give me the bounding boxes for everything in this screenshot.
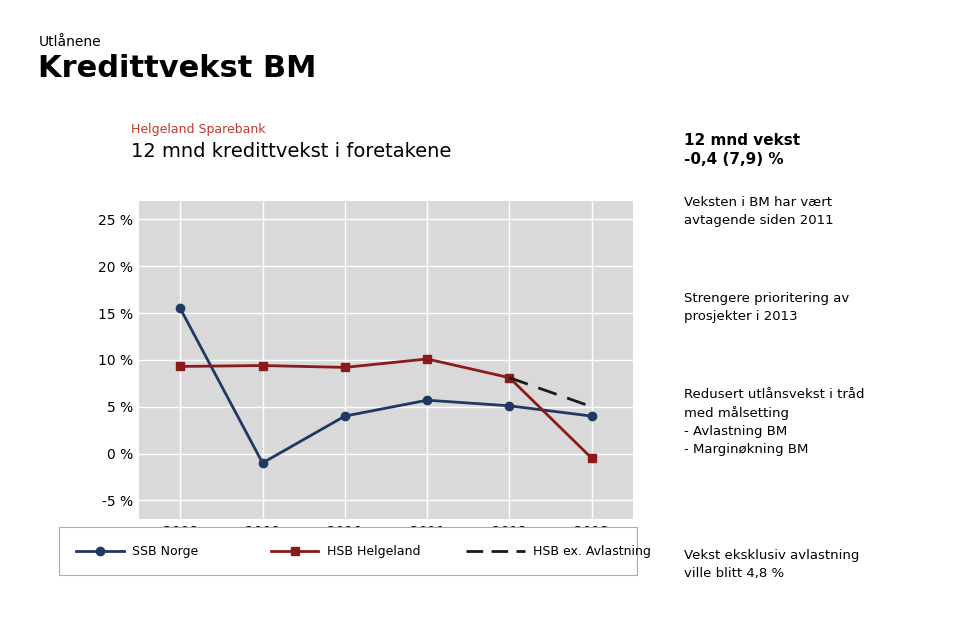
Text: HSB ex. Avlastning: HSB ex. Avlastning <box>533 545 651 558</box>
Text: 12 mnd vekst
-0,4 (7,9) %: 12 mnd vekst -0,4 (7,9) % <box>685 132 801 168</box>
Text: Veksten i BM har vært
avtagende siden 2011: Veksten i BM har vært avtagende siden 20… <box>685 196 834 227</box>
Text: Redusert utlånsvekst i tråd
med målsetting
- Avlastning BM
- Marginøkning BM: Redusert utlånsvekst i tråd med målsetti… <box>685 388 865 456</box>
Text: SSB Norge: SSB Norge <box>132 545 199 558</box>
Text: Kredittvekst BM: Kredittvekst BM <box>38 54 316 83</box>
Text: 12 mnd kredittvekst i foretakene: 12 mnd kredittvekst i foretakene <box>130 142 451 161</box>
Text: Utlånene: Utlånene <box>38 35 101 49</box>
Text: 20: 20 <box>908 601 935 619</box>
Text: Vekst eksklusiv avlastning
ville blitt 4,8 %: Vekst eksklusiv avlastning ville blitt 4… <box>685 549 859 580</box>
Text: En drivkraft for vekst på Helgeland: En drivkraft for vekst på Helgeland <box>38 601 340 619</box>
Text: HSB Helgeland: HSB Helgeland <box>327 545 420 558</box>
Text: Strengere prioritering av
prosjekter i 2013: Strengere prioritering av prosjekter i 2… <box>685 292 850 323</box>
Text: Helgeland Sparebank: Helgeland Sparebank <box>130 123 266 136</box>
